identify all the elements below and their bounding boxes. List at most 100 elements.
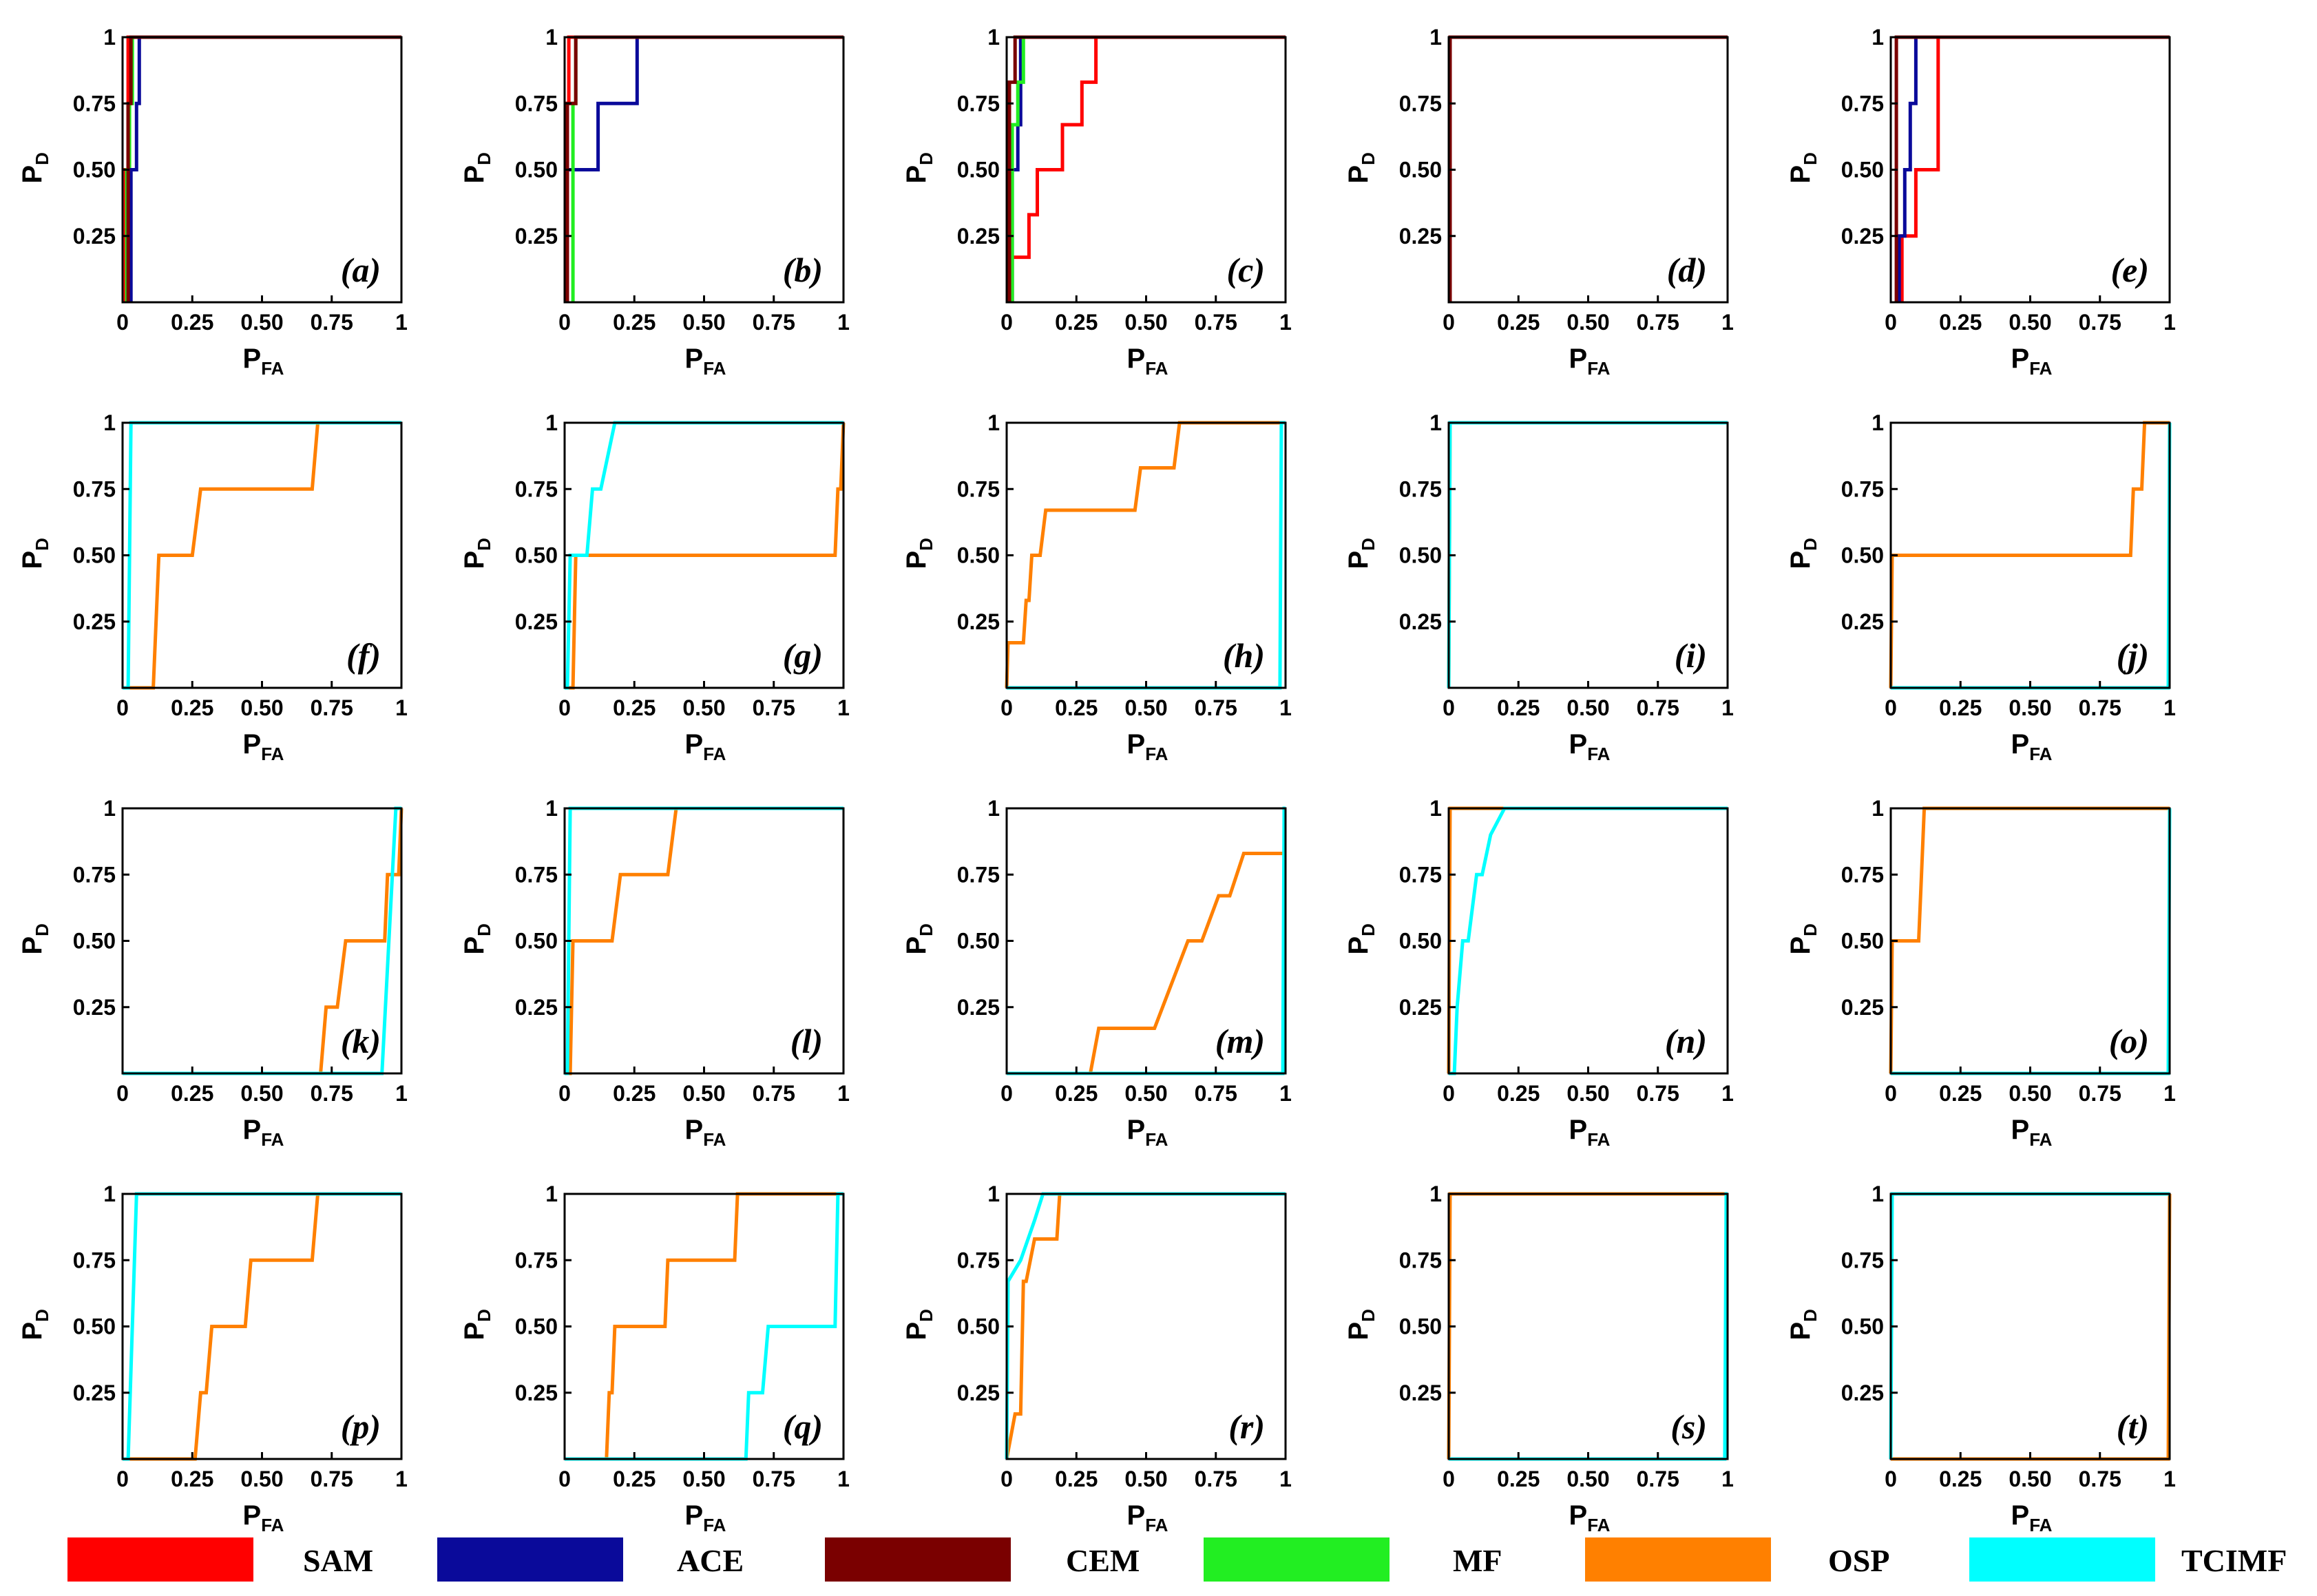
x-axis-label: PFA (685, 344, 726, 379)
x-axis-label: PFA (1127, 1500, 1168, 1535)
y-tick-label: 0.50 (957, 158, 1000, 182)
x-tick-label: 0.50 (682, 695, 725, 720)
x-tick-label: 0 (1443, 1467, 1455, 1491)
y-tick-label: 0.50 (515, 543, 558, 568)
panel-n: 0 0.25 0.50 0.75 1 0.25 0.50 0.75 1 PFA PD (n) (1343, 796, 1734, 1150)
y-tick-label: 1 (987, 1182, 1000, 1206)
y-tick-label: 0.50 (515, 929, 558, 954)
y-tick-label: 0.75 (515, 1248, 558, 1272)
y-tick-label: 1 (1872, 25, 1884, 50)
x-tick-label: 0.25 (171, 1081, 213, 1106)
panel-label: (j) (2117, 636, 2149, 675)
x-axis-label-sub: FA (2029, 1515, 2052, 1535)
y-tick-label: 0.50 (1399, 158, 1442, 182)
x-tick-label: 0.25 (171, 310, 213, 335)
legend-label: OSP (1828, 1543, 1889, 1578)
x-axis-label-sub: FA (1587, 1129, 1610, 1150)
panel-r: 0 0.25 0.50 0.75 1 0.25 0.50 0.75 1 PFA PD (r) (901, 1182, 1292, 1535)
x-axis-label-sub: FA (261, 1515, 284, 1535)
x-tick-label: 0.25 (1497, 1081, 1540, 1106)
x-tick-label: 0.25 (613, 1081, 656, 1106)
x-axis-label: PFA (1127, 344, 1168, 379)
panel-d: 0 0.25 0.50 0.75 1 0.25 0.50 0.75 1 PFA PD (d) (1343, 25, 1734, 379)
x-axis-label-sub: FA (1587, 744, 1610, 764)
panel-p: 0 0.25 0.50 0.75 1 0.25 0.50 0.75 1 PFA PD (p) (17, 1182, 408, 1535)
x-tick-label: 0.25 (1939, 1081, 1982, 1106)
y-tick-label: 0.50 (73, 543, 116, 568)
x-tick-label: 0.75 (311, 1081, 353, 1106)
y-tick-label: 0.50 (515, 158, 558, 182)
x-axis-label: PFA (2011, 1500, 2053, 1535)
panel-label: (f) (346, 636, 381, 675)
y-axis-label: PD (901, 923, 936, 954)
y-axis-label: PD (459, 923, 494, 954)
y-tick-label: 0.25 (957, 609, 1000, 634)
y-tick-label: 0.75 (1399, 862, 1442, 887)
x-axis-label: PFA (685, 729, 726, 764)
panel-g: 0 0.25 0.50 0.75 1 0.25 0.50 0.75 1 PFA PD (g) (459, 410, 850, 764)
x-axis-label-sub: FA (703, 1129, 726, 1150)
x-axis-label: PFA (1569, 729, 1611, 764)
y-tick-label: 1 (1429, 796, 1442, 821)
y-axis-label-sub: D (474, 538, 494, 551)
x-axis-label-sub: FA (703, 358, 726, 379)
x-tick-label: 1 (1721, 695, 1734, 720)
series-line-osp (565, 1192, 843, 1461)
y-tick-label: 1 (545, 25, 558, 50)
panel-label: (k) (341, 1022, 381, 1060)
y-axis-label-sub: D (1358, 1309, 1378, 1322)
y-axis-label-sub: D (1800, 538, 1821, 551)
y-tick-label: 0.75 (957, 91, 1000, 116)
y-tick-label: 1 (987, 796, 1000, 821)
x-tick-label: 0 (1885, 1081, 1897, 1106)
x-tick-label: 1 (837, 695, 850, 720)
x-tick-label: 0.50 (1124, 1467, 1167, 1491)
x-axis-label-sub: FA (2029, 1129, 2052, 1150)
x-axis-label: PFA (2011, 729, 2053, 764)
y-axis-label-sub: D (916, 1309, 936, 1322)
x-tick-label: 1 (2163, 1081, 2176, 1106)
panel-f: 0 0.25 0.50 0.75 1 0.25 0.50 0.75 1 PFA PD (f) (17, 410, 408, 764)
x-tick-label: 0.25 (1939, 695, 1982, 720)
x-tick-label: 0.50 (682, 310, 725, 335)
x-axis-label-sub: FA (1145, 358, 1168, 379)
x-tick-label: 0.75 (753, 310, 795, 335)
x-tick-label: 0.50 (1124, 310, 1167, 335)
x-axis-label: PFA (1127, 1115, 1168, 1150)
legend-label: MF (1453, 1543, 1502, 1578)
x-tick-label: 0.50 (1566, 1467, 1609, 1491)
x-axis-label-sub: FA (261, 358, 284, 379)
y-axis-label-sub: D (32, 923, 52, 936)
y-tick-label: 0.25 (1399, 609, 1442, 634)
y-tick-label: 1 (103, 796, 116, 821)
y-axis-label: PD (901, 1309, 936, 1340)
y-tick-label: 0.75 (1399, 1248, 1442, 1272)
panel-label: (m) (1215, 1022, 1265, 1060)
y-tick-label: 1 (545, 796, 558, 821)
x-tick-label: 0.25 (1055, 310, 1098, 335)
y-tick-label: 0.25 (1399, 995, 1442, 1020)
x-tick-label: 0 (1885, 1467, 1897, 1491)
x-tick-label: 0.25 (1939, 1467, 1982, 1491)
y-tick-label: 0.50 (1841, 1314, 1884, 1339)
y-axis-label-sub: D (32, 538, 52, 551)
x-tick-label: 1 (837, 310, 850, 335)
panel-label: (r) (1228, 1407, 1265, 1446)
y-tick-label: 1 (1429, 25, 1442, 50)
x-axis-label: PFA (243, 344, 284, 379)
x-tick-label: 1 (1279, 1081, 1292, 1106)
x-tick-label: 0.25 (613, 695, 656, 720)
y-tick-label: 0.50 (957, 929, 1000, 954)
x-tick-label: 0.75 (1637, 695, 1679, 720)
y-axis-label: PD (17, 152, 52, 183)
legend-item-ace: ACE (437, 1537, 744, 1582)
x-tick-label: 0.75 (1637, 1081, 1679, 1106)
legend-swatch (825, 1537, 1011, 1582)
y-tick-label: 0.75 (515, 862, 558, 887)
series-line-tcimf (565, 1192, 843, 1461)
x-tick-label: 0 (558, 1081, 571, 1106)
x-axis-label-sub: FA (703, 1515, 726, 1535)
x-tick-label: 0.75 (1195, 310, 1237, 335)
y-tick-label: 0.25 (1399, 224, 1442, 249)
